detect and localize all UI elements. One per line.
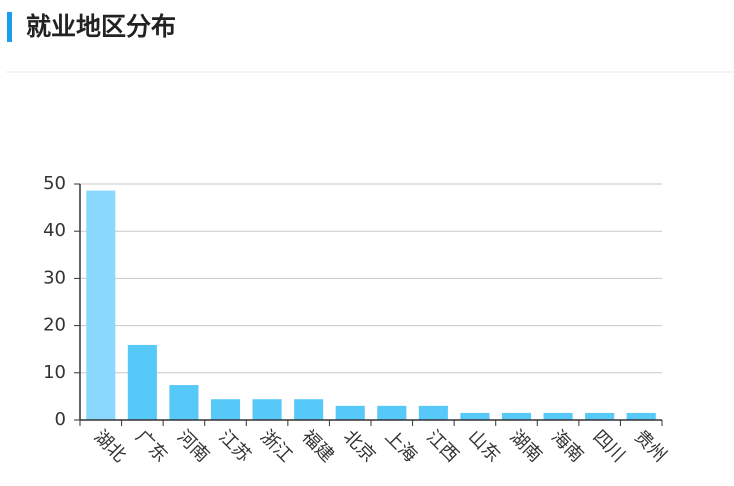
x-tick-label: 湖北 [90,426,130,466]
x-tick-label: 海南 [547,426,587,466]
x-tick-label: 福建 [298,426,338,466]
bar [377,405,407,420]
x-tick-label: 贵州 [630,426,670,466]
bar [543,412,573,420]
y-tick-label: 50 [43,173,66,194]
y-tick-label: 20 [43,315,66,336]
bar [418,405,448,420]
bar [501,412,532,420]
x-tick-label: 山东 [464,426,504,466]
bar [585,412,615,420]
x-tick-label: 湖南 [505,426,545,466]
bar [294,399,324,420]
bar [169,385,199,420]
bar [86,190,116,420]
x-tick-label: 江苏 [214,426,254,466]
x-tick-label: 北京 [339,426,379,466]
y-tick-label: 40 [43,220,66,241]
bar [460,412,490,420]
bar [210,399,241,420]
y-tick-label: 10 [43,362,66,383]
bar [127,344,157,420]
x-tick-label: 广东 [131,426,171,466]
bar [626,412,656,420]
bar [252,399,282,420]
bar [335,405,365,420]
chart-title: 就业地区分布 [26,12,176,41]
title-accent [7,12,12,42]
x-tick-label: 河南 [173,426,213,466]
x-tick-label: 浙江 [256,426,296,466]
x-tick-label: 江西 [422,426,462,466]
y-tick-label: 0 [55,409,66,430]
x-tick-label: 四川 [589,426,629,466]
x-tick-label: 上海 [381,426,421,466]
y-tick-label: 30 [43,267,66,288]
